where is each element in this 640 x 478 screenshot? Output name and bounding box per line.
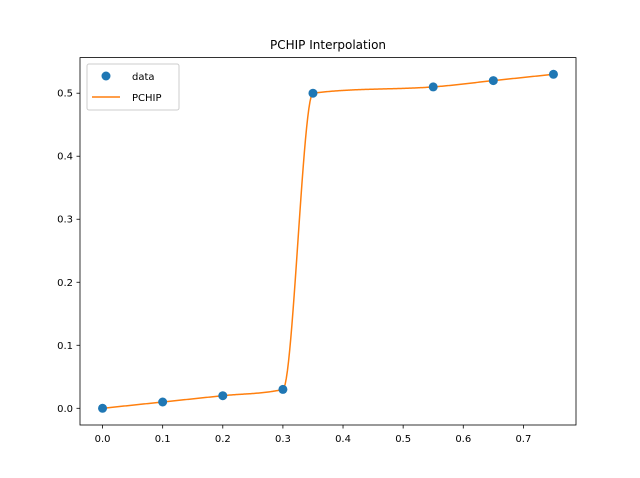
data-point [278,384,288,394]
legend-pchip-label: PCHIP [132,93,162,104]
x-tick-label: 0.2 [215,434,231,445]
x-tick-label: 0.6 [455,434,471,445]
legend-data-marker [101,71,111,81]
x-tick-label: 0.4 [335,434,351,445]
y-tick-label: 0.0 [57,404,73,415]
chart-title: PCHIP Interpolation [270,38,386,52]
x-tick-label: 0.1 [155,434,171,445]
data-point [98,403,108,413]
y-tick-label: 0.5 [57,89,73,100]
legend-data-label: data [132,72,155,83]
axes-ticks: 0.0 0.1 0.2 0.3 0.4 0.5 0.6 0.7 0.0 0.1 0.2 0.3 0.4 0… [57,89,531,445]
pchip-curve [102,73,554,410]
data-points [98,69,558,413]
data-point [158,397,168,407]
x-tick-label: 0.5 [395,434,411,445]
plot-frame [79,57,577,426]
data-point [488,76,498,86]
y-tick-label: 0.2 [57,278,73,289]
data-point [548,69,558,79]
x-tick-label: 0.0 [95,434,111,445]
data-point [308,88,318,98]
y-tick-label: 0.4 [57,152,73,163]
y-tick-label: 0.3 [57,215,73,226]
x-tick-label: 0.7 [515,434,531,445]
data-point [428,82,438,92]
y-tick-label: 0.1 [57,341,73,352]
data-point [218,391,228,401]
x-tick-label: 0.3 [275,434,291,445]
legend: data PCHIP [86,63,180,111]
